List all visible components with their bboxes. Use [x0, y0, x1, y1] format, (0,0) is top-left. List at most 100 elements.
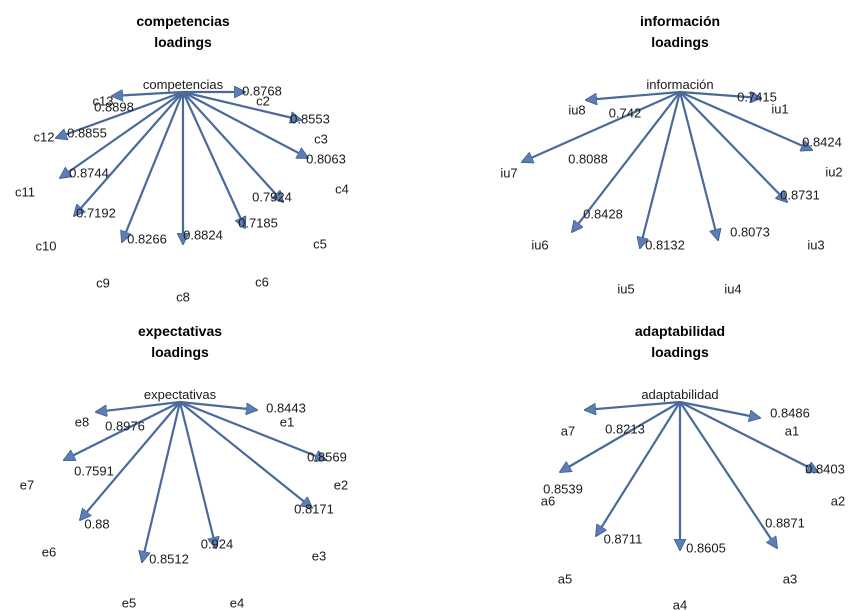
indicator-label: c8	[176, 289, 190, 304]
loading-value: 0.8539	[543, 481, 583, 496]
loading-arrow	[640, 91, 682, 248]
panel-title-line2: loadings	[651, 344, 709, 360]
indicator-label: a6	[541, 493, 555, 508]
indicator-label: e4	[230, 595, 244, 610]
panel-title-line2: loadings	[651, 34, 709, 50]
loading-arrow	[60, 91, 184, 178]
loading-arrow	[179, 400, 257, 410]
loading-value: 0.8744	[69, 165, 109, 180]
loading-arrow	[560, 401, 681, 472]
indicator-label: iu8	[568, 102, 585, 117]
loading-arrow	[112, 92, 184, 96]
panel-title-line1: información	[640, 13, 720, 29]
loading-value: 0.8443	[266, 400, 306, 415]
indicator-label: c3	[314, 131, 328, 146]
indicator-label: c11	[15, 184, 35, 199]
loading-value: 0.7185	[238, 215, 278, 230]
loading-arrow	[182, 91, 283, 202]
panel-expectativas: expectativas loadings expectativas 0.844…	[20, 323, 348, 610]
loading-arrow	[74, 91, 184, 216]
loading-arrow	[679, 400, 760, 418]
loading-value: 0.8855	[67, 125, 107, 140]
indicator-label: a4	[673, 597, 687, 610]
loading-value: 0.8486	[770, 405, 810, 420]
indicator-label: iu7	[500, 165, 517, 180]
indicator-label: c13	[93, 93, 114, 108]
loading-value: 0.8424	[802, 134, 842, 149]
loading-arrow	[80, 401, 181, 520]
indicator-label: c10	[36, 238, 57, 253]
loading-arrow	[586, 90, 681, 100]
loading-value: 0.8569	[307, 449, 347, 464]
indicator-label: e1	[280, 414, 294, 429]
indicator-label: a2	[831, 493, 845, 508]
panel-title-line2: loadings	[151, 344, 209, 360]
indicator-label: a7	[561, 423, 575, 438]
loading-arrow	[679, 401, 777, 548]
loading-value: 0.8871	[765, 515, 805, 530]
indicator-label: a5	[558, 571, 572, 586]
loading-value: 0.8428	[583, 206, 623, 221]
construct-label: información	[646, 77, 713, 92]
loading-value: 0.8768	[242, 83, 282, 98]
loading-value: 0.7591	[74, 463, 114, 478]
loading-value: 0.8171	[294, 501, 334, 516]
indicator-label: iu3	[807, 237, 824, 252]
loading-arrow	[56, 90, 184, 138]
construct-label: adaptabilidad	[641, 387, 718, 402]
loading-value: 0.7415	[737, 89, 777, 104]
loading-arrow	[522, 90, 681, 162]
loading-arrow	[678, 91, 718, 240]
loading-value: 0.742	[609, 105, 642, 120]
construct-label: expectativas	[144, 387, 217, 402]
loading-arrow	[679, 91, 787, 202]
loading-arrow	[182, 91, 308, 159]
loading-value: 0.88	[84, 516, 109, 531]
indicator-label: e6	[42, 544, 56, 559]
loading-value: 0.8088	[568, 151, 608, 166]
panel-informacion: información loadings información 0.7415i…	[500, 13, 842, 296]
indicator-label: iu2	[825, 164, 842, 179]
loading-arrow	[64, 401, 181, 461]
edges-adaptabilidad: 0.8486 a1 0.8403 a2 0.8871 a3 0.8605 a4 0.8711 a5…	[541, 400, 845, 610]
indicator-label: c9	[96, 275, 110, 290]
construct-label: competencias	[143, 77, 224, 92]
loading-value: 0.8976	[105, 418, 145, 433]
indicator-label: e7	[20, 477, 34, 492]
panel-competencias: competencias loadings competencias 0.876…	[15, 13, 349, 304]
loading-arrow	[96, 400, 181, 412]
indicator-label: c4	[335, 181, 349, 196]
loading-value: 0.8711	[604, 531, 643, 546]
loading-value: 0.8132	[645, 237, 685, 252]
indicator-label: c6	[255, 274, 269, 289]
panel-title-line1: adaptabilidad	[635, 323, 725, 339]
loading-value: 0.8073	[730, 224, 770, 239]
indicator-label: c5	[313, 236, 327, 251]
panel-title-line2: loadings	[154, 34, 212, 50]
loading-value: 0.8553	[290, 111, 330, 126]
loading-arrow	[181, 91, 245, 228]
panel-title-line1: competencias	[136, 13, 230, 29]
loading-value: 0.8605	[686, 540, 726, 555]
loading-arrow	[179, 400, 326, 460]
panel-adaptabilidad: adaptabilidad loadings adaptabilidad 0.8…	[541, 323, 845, 610]
indicator-label: a1	[785, 423, 799, 438]
indicator-label: c12	[34, 129, 55, 144]
indicator-label: e3	[312, 548, 326, 563]
indicator-label: iu1	[771, 101, 788, 116]
indicator-label: iu5	[617, 281, 634, 296]
loading-arrow	[585, 400, 681, 410]
loading-arrow	[679, 90, 761, 98]
loading-value: 0.7924	[252, 189, 292, 204]
indicator-label: e5	[122, 595, 136, 610]
loading-arrow	[596, 401, 681, 536]
loading-value: 0.7192	[76, 205, 116, 220]
indicator-label: c2	[256, 93, 270, 108]
indicator-label: e2	[334, 477, 348, 492]
loading-value: 0.924	[201, 536, 234, 551]
loading-value: 0.8266	[127, 231, 167, 246]
